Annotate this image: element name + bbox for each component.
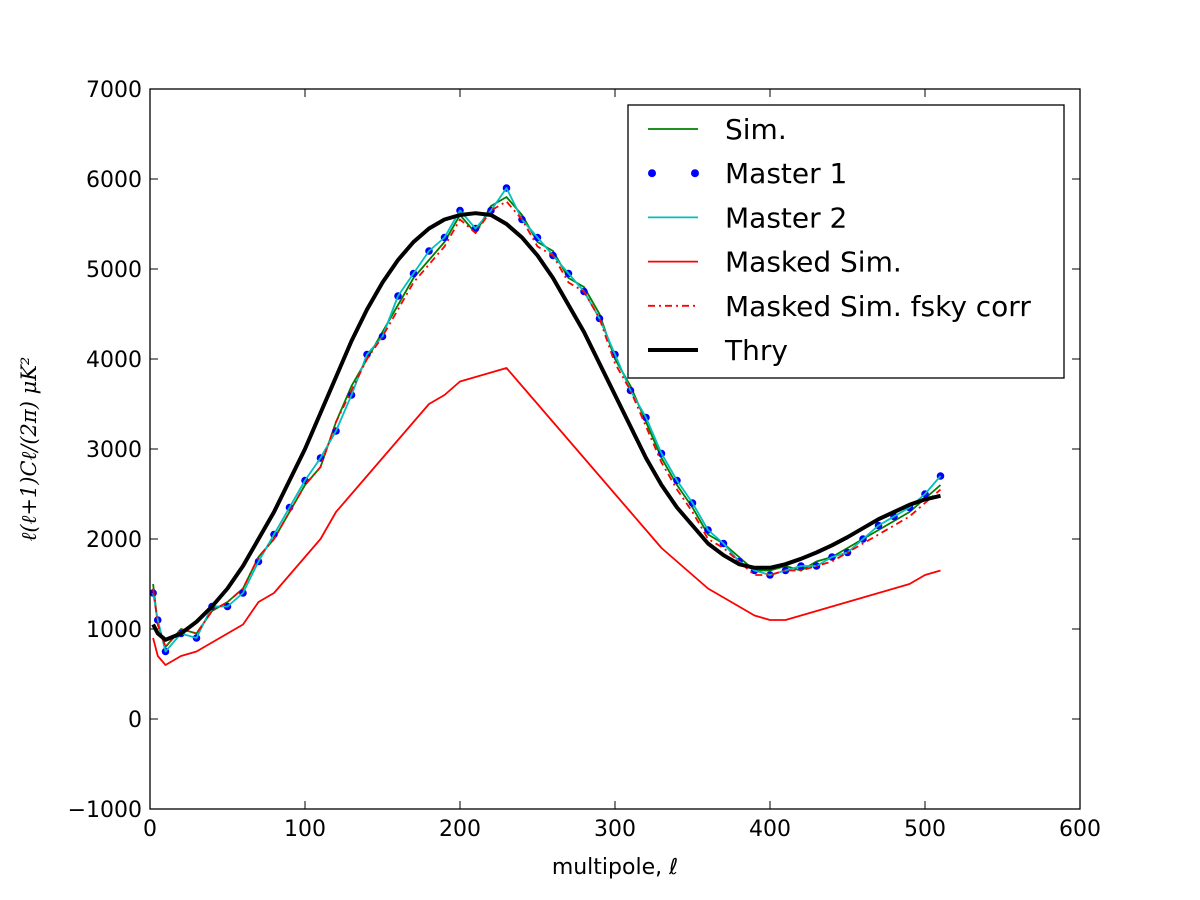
x-tick-label: 100 [284, 817, 326, 842]
y-tick-label: 5000 [86, 258, 142, 283]
x-tick-label: 600 [1059, 817, 1101, 842]
series-masked-sim-fsky-corr [152, 200, 942, 648]
y-tick-label: 4000 [86, 348, 142, 373]
legend-label: Sim. [725, 113, 787, 146]
series-masked-sim [152, 367, 941, 666]
legend-item-thry: Thry [648, 334, 788, 367]
x-axis-title: multipole, ℓ [552, 855, 678, 880]
legend-box [627, 104, 1065, 379]
legend-item-masked-sim: Masked Sim. [648, 246, 902, 279]
x-tick-label: 200 [439, 817, 481, 842]
legend-label: Master 2 [725, 201, 847, 234]
y-tick-label: 1000 [86, 618, 142, 643]
y-tick-label: 3000 [86, 438, 142, 463]
legend-swatch [691, 169, 699, 178]
series-thry [151, 211, 941, 642]
legend-swatch [648, 169, 656, 178]
y-tick-label: 2000 [86, 528, 142, 553]
legend-item-masked-sim-fsky-corr: Masked Sim. fsky corr [648, 290, 1031, 323]
legend-label: Thry [724, 334, 788, 367]
legend-item-master-1: Master 1 [648, 157, 847, 190]
y-tick-label: −1000 [68, 798, 142, 823]
legend-item-master-2: Master 2 [648, 201, 847, 234]
y-axis-title: ℓ(ℓ+1)Cℓ/(2π) μK² [17, 357, 41, 542]
x-tick-label: 300 [594, 817, 636, 842]
y-axis: −1000 0 1000 2000 3000 4000 5000 6000 7000 [68, 78, 1080, 823]
x-tick-label: 400 [749, 817, 791, 842]
y-tick-label: 0 [128, 708, 142, 733]
legend: Sim. Master 1 Master 2 Masked Sim. Masked Si… [627, 104, 1065, 379]
y-tick-label: 7000 [86, 78, 142, 103]
x-tick-label: 0 [143, 817, 157, 842]
series-layer [150, 184, 945, 666]
series-master-2 [152, 187, 942, 653]
legend-item-sim: Sim. [648, 113, 787, 146]
y-tick-label: 6000 [86, 168, 142, 193]
legend-label: Masked Sim. fsky corr [725, 290, 1031, 323]
x-axis: 0 100 200 300 400 500 600 [143, 89, 1101, 842]
x-tick-label: 500 [904, 817, 946, 842]
legend-label: Master 1 [725, 157, 847, 190]
legend-label: Masked Sim. [725, 246, 902, 279]
